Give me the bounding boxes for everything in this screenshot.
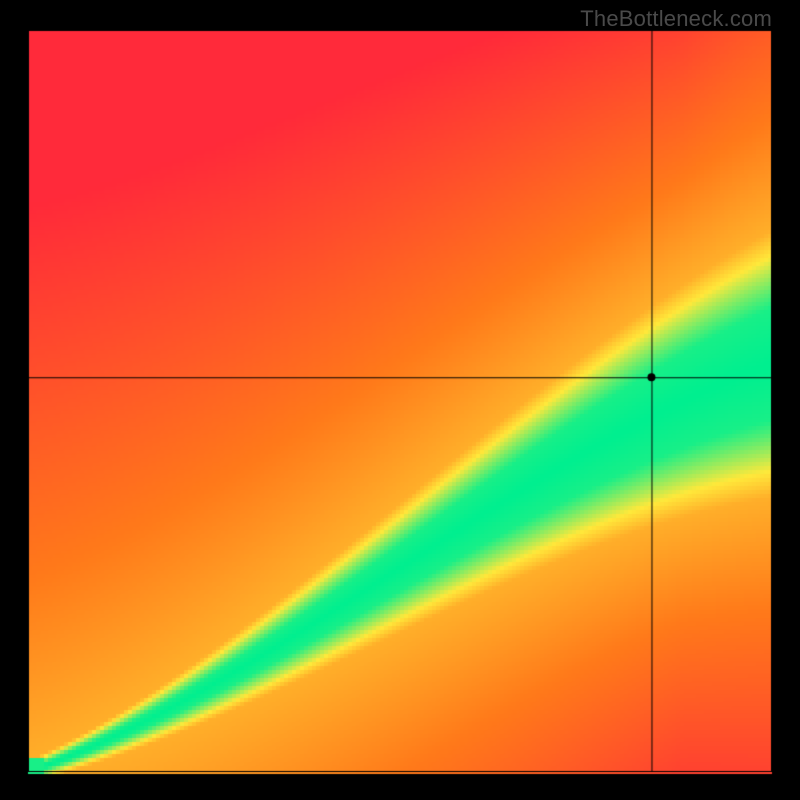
watermark-text: TheBottleneck.com — [580, 6, 772, 32]
chart-container: TheBottleneck.com — [0, 0, 800, 800]
bottleneck-heatmap — [0, 0, 800, 800]
